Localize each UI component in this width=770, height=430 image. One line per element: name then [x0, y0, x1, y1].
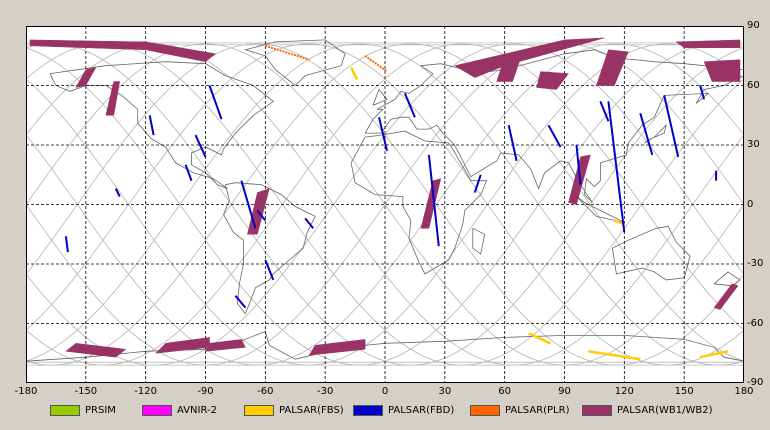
- palsar-wb-swath: [65, 343, 127, 358]
- map-frame[interactable]: [26, 26, 744, 383]
- legend-label-palsar-plr: PALSAR(PLR): [505, 404, 570, 416]
- latitude-tick-label: -30: [747, 258, 764, 269]
- palsar-fbd-track: [403, 93, 416, 118]
- longitude-tick-label: -120: [134, 386, 157, 397]
- palsar-fbd-track: [208, 85, 223, 120]
- palsar-fbd-track: [427, 154, 440, 247]
- palsar-fbd-track: [473, 174, 482, 193]
- legend-swatch-palsar-plr: [470, 404, 500, 416]
- continent-outline: [223, 182, 316, 315]
- graticule: [26, 26, 744, 383]
- palsar-fbd-track: [304, 217, 314, 229]
- palsar-wb-swath: [308, 339, 366, 356]
- map-border: [26, 26, 744, 383]
- palsar-fbd-track: [256, 209, 267, 222]
- legend-label-palsar-fbs: PALSAR(FBS): [279, 404, 344, 416]
- palsar-fbd-track: [507, 124, 518, 162]
- palsar-fbs-track: [588, 350, 641, 361]
- legend-item-avnir2: AVNIR-2: [142, 402, 217, 418]
- palsar-wb-swath: [105, 81, 120, 116]
- latitude-tick-label: 30: [747, 139, 760, 150]
- palsar-wb-swath: [454, 37, 605, 78]
- continent-outline: [612, 225, 691, 281]
- legend-item-palsar-wb: PALSAR(WB1/WB2): [582, 402, 713, 418]
- continent-outline: [243, 39, 346, 86]
- continent-outline: [49, 61, 274, 189]
- observation-swaths: [29, 37, 741, 361]
- latitude-tick-label: -60: [747, 317, 764, 329]
- legend-swatch-palsar-wb: [582, 404, 612, 416]
- palsar-wb-swath: [75, 67, 97, 88]
- latitude-tick-label: 90: [747, 20, 760, 31]
- palsar-fbd-track: [234, 295, 247, 309]
- legend-item-palsar-fbd: PALSAR(FBD): [353, 402, 454, 418]
- longitude-tick-label: -150: [74, 386, 98, 397]
- palsar-fbd-track: [240, 180, 257, 229]
- continent-outline: [472, 227, 486, 255]
- palsar-fbs-track: [349, 67, 359, 81]
- palsar-fbd-track: [184, 164, 193, 182]
- continent-outlines: [26, 39, 744, 362]
- palsar-wb-swath: [675, 39, 741, 49]
- continent-outline: [350, 130, 488, 275]
- longitude-tick-label: 150: [674, 386, 694, 397]
- longitude-tick-label: 180: [734, 386, 754, 397]
- longitude-tick-label: -90: [197, 386, 214, 397]
- palsar-fbd-track: [378, 116, 388, 152]
- palsar-fbd-track: [264, 259, 275, 281]
- palsar-wb-swath: [596, 49, 629, 86]
- longitude-tick-label: 90: [558, 386, 571, 397]
- palsar-fbd-track: [114, 188, 121, 198]
- coverage-map[interactable]: [26, 26, 744, 383]
- palsar-fbd-track: [663, 95, 680, 158]
- legend-label-palsar-fbd: PALSAR(FBD): [388, 404, 455, 416]
- longitude-tick-label: 0: [381, 386, 389, 397]
- longitude-tick-label: -60: [257, 386, 274, 397]
- palsar-wb-swath: [703, 59, 741, 82]
- longitude-tick-label: 60: [498, 386, 512, 397]
- legend-swatch-palsar-fbs: [244, 404, 274, 416]
- continent-outline: [713, 271, 741, 287]
- palsar-wb-swath: [420, 178, 442, 229]
- longitude-tick-label: -30: [316, 386, 334, 397]
- legend-item-palsar-plr: PALSAR(PLR): [470, 402, 569, 418]
- continent-outline: [364, 49, 744, 203]
- palsar-fbd-track: [607, 101, 626, 233]
- legend-label-palsar-wb: PALSAR(WB1/WB2): [617, 404, 713, 416]
- longitude-tick-label: -180: [14, 386, 38, 397]
- legend-item-prsim: PRSIM: [50, 402, 116, 418]
- continent-outline: [644, 123, 667, 144]
- latitude-tick-label: -90: [747, 377, 764, 388]
- palsar-wb-swath: [496, 57, 521, 82]
- palsar-fbs-track: [699, 350, 729, 359]
- palsar-plr-track: [264, 44, 310, 61]
- palsar-wb-swath: [713, 283, 739, 310]
- legend-label-prsim: PRSIM: [85, 404, 116, 416]
- palsar-fbd-track: [639, 113, 654, 156]
- palsar-fbd-track: [148, 115, 155, 136]
- palsar-fbd-track: [547, 124, 562, 148]
- palsar-fbd-track: [599, 101, 610, 122]
- legend-swatch-palsar-fbd: [353, 404, 383, 416]
- palsar-wb-swath: [536, 71, 569, 90]
- legend-item-palsar-fbs: PALSAR(FBS): [244, 402, 344, 418]
- longitude-tick-label: 120: [614, 386, 634, 397]
- longitude-tick-label: 30: [438, 386, 452, 397]
- palsar-plr-track: [364, 54, 388, 73]
- palsar-fbd-track: [194, 134, 207, 158]
- palsar-fbd-track: [64, 236, 69, 253]
- legend: PRSIM AVNIR-2 PALSAR(FBS) PALSAR(FBD) PA…: [50, 402, 750, 418]
- legend-swatch-avnir2: [142, 404, 172, 416]
- latitude-tick-label: 60: [747, 79, 760, 91]
- palsar-fbs-track: [528, 332, 552, 345]
- latitude-tick-label: 0: [747, 198, 754, 210]
- legend-swatch-prsim: [50, 404, 80, 416]
- palsar-wb-swath: [29, 39, 217, 62]
- palsar-fbd-track: [699, 85, 706, 100]
- palsar-fbd-track: [575, 144, 582, 185]
- legend-label-avnir2: AVNIR-2: [177, 404, 217, 416]
- continent-outline: [372, 88, 388, 106]
- palsar-wb-swath: [205, 339, 246, 352]
